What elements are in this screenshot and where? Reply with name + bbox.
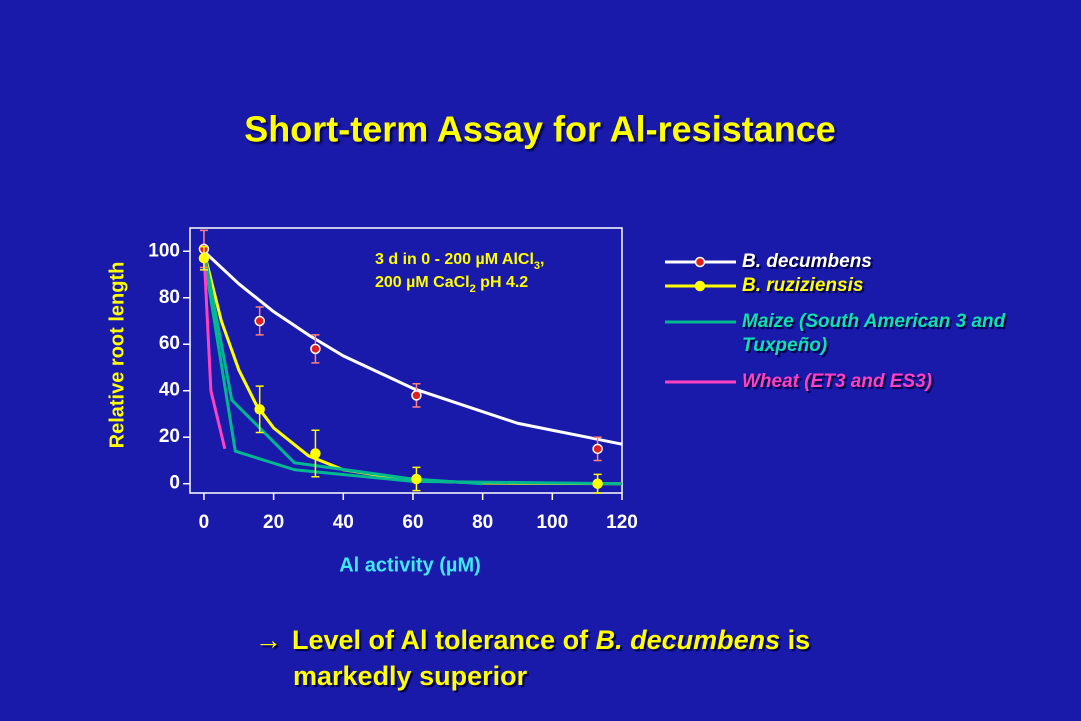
x-tick-label: 20 — [263, 512, 284, 533]
annotation-part: , — [540, 251, 544, 268]
annotation: 3 d in 0 - 200 µM AlCl3, — [375, 251, 544, 272]
curve — [202, 250, 623, 446]
x-tick-label: 100 — [536, 512, 568, 533]
annotation-part: 3 — [534, 260, 540, 272]
data-point — [254, 404, 265, 415]
y-axis-label: Relative root length — [106, 262, 128, 449]
curve — [202, 251, 227, 450]
data-point — [592, 478, 603, 489]
y-tick-label: 80 — [159, 287, 180, 308]
y-tick-label: 60 — [159, 333, 180, 354]
legend-marker — [694, 280, 706, 292]
data-point — [592, 443, 603, 455]
chart-title: Short-term Assay for Al-resistance — [244, 109, 836, 150]
legend-label: B. decumbens — [742, 251, 872, 272]
y-tick-label: 0 — [169, 473, 180, 494]
x-tick-label: 0 — [199, 512, 210, 533]
annotation-part: 2 — [470, 283, 476, 295]
x-tick-label: 60 — [402, 512, 423, 533]
y-tick-label: 20 — [159, 426, 180, 447]
conclusion-line: → Level of Al tolerance of B. decumbens i… — [255, 622, 810, 658]
legend-marker — [694, 256, 706, 268]
data-point — [310, 343, 321, 355]
curve — [202, 255, 623, 486]
data-point — [198, 252, 210, 264]
data-point — [310, 448, 321, 459]
arrow: → — [255, 625, 282, 655]
plot-frame — [189, 227, 623, 494]
annotation-part: 3 d in 0 - 200 µM AlCl — [375, 251, 534, 268]
data-point — [254, 315, 265, 327]
y-tick-label: 100 — [148, 240, 180, 261]
legend-label: B. ruziziensis — [742, 275, 864, 296]
conclusion-species: B. decumbens — [595, 625, 781, 655]
annotation-part: 200 µM CaCl — [375, 274, 470, 291]
y-tick-label: 40 — [159, 380, 180, 401]
data-point — [411, 473, 422, 485]
annotation: 200 µM CaCl2 pH 4.2 — [375, 274, 528, 295]
conclusion-line: markedly superior — [293, 661, 528, 691]
legend-label: Maize (South American 3 and Tuxpeño) — [742, 311, 1006, 356]
x-tick-label: 40 — [333, 512, 354, 533]
conclusion-text: is — [780, 625, 811, 655]
legend-label: Wheat (ET3 and ES3) — [742, 371, 933, 392]
data-point — [411, 390, 422, 401]
x-tick-label: 120 — [606, 512, 638, 533]
annotation-part: pH 4.2 — [476, 274, 529, 291]
x-axis-label: Al activity (µM) — [339, 554, 481, 576]
conclusion: → Level of Al tolerance of B. decumbens i… — [255, 622, 810, 694]
conclusion-text: Level of Al tolerance of — [292, 625, 596, 655]
x-tick-label: 80 — [472, 512, 493, 533]
